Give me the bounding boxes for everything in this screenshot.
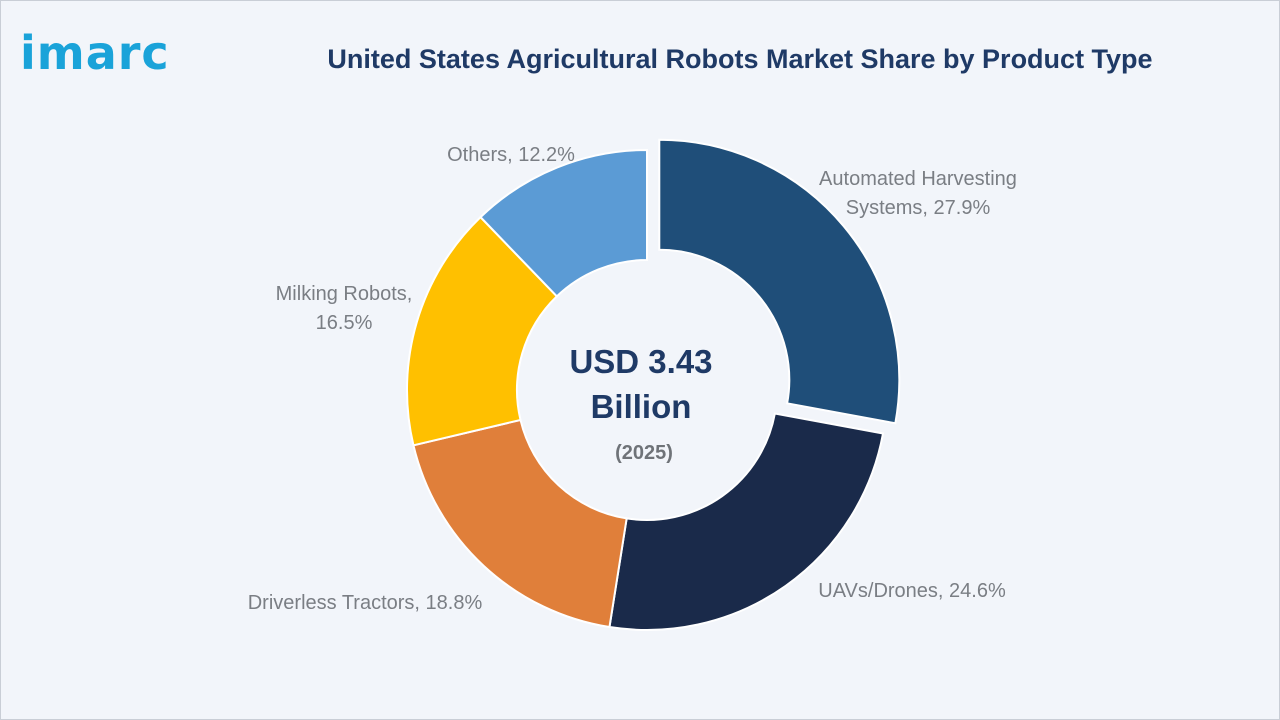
slice-uavs-drones bbox=[608, 412, 885, 631]
donut-slices bbox=[406, 138, 901, 631]
slice-driverless-tractors bbox=[412, 418, 628, 629]
chart-title: United States Agricultural Robots Market… bbox=[327, 44, 1153, 74]
slice-automated-harvesting-systems bbox=[658, 138, 901, 425]
imarc-logo: imarc bbox=[20, 26, 170, 80]
label-automated-harvesting-systems: Automated Harvesting Systems, 27.9% bbox=[819, 168, 1017, 219]
label-uavs-drones: UAVs/Drones, 24.6% bbox=[818, 580, 1006, 602]
slice-others bbox=[479, 148, 648, 298]
slice-labels: Automated Harvesting Systems, 27.9% UAVs/D… bbox=[248, 144, 1017, 614]
center-value-line2: Billion bbox=[591, 388, 692, 425]
center-value-line1: USD 3.43 bbox=[569, 343, 712, 380]
slice-milking-robots bbox=[406, 215, 559, 447]
label-milking-robots: Milking Robots, 16.5% bbox=[276, 283, 413, 334]
label-others: Others, 12.2% bbox=[447, 144, 575, 166]
center-year: (2025) bbox=[615, 442, 673, 464]
label-driverless-tractors: Driverless Tractors, 18.8% bbox=[248, 592, 483, 614]
donut-center: USD 3.43 Billion (2025) bbox=[569, 343, 712, 464]
